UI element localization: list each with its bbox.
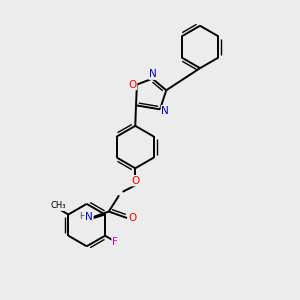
- Text: N: N: [149, 69, 157, 79]
- Text: N: N: [85, 212, 93, 222]
- Text: O: O: [129, 213, 137, 223]
- Text: O: O: [128, 80, 136, 90]
- Text: O: O: [131, 176, 140, 186]
- Text: N: N: [161, 106, 169, 116]
- Text: CH₃: CH₃: [50, 201, 66, 210]
- Text: F: F: [112, 238, 118, 248]
- Text: H: H: [79, 212, 86, 221]
